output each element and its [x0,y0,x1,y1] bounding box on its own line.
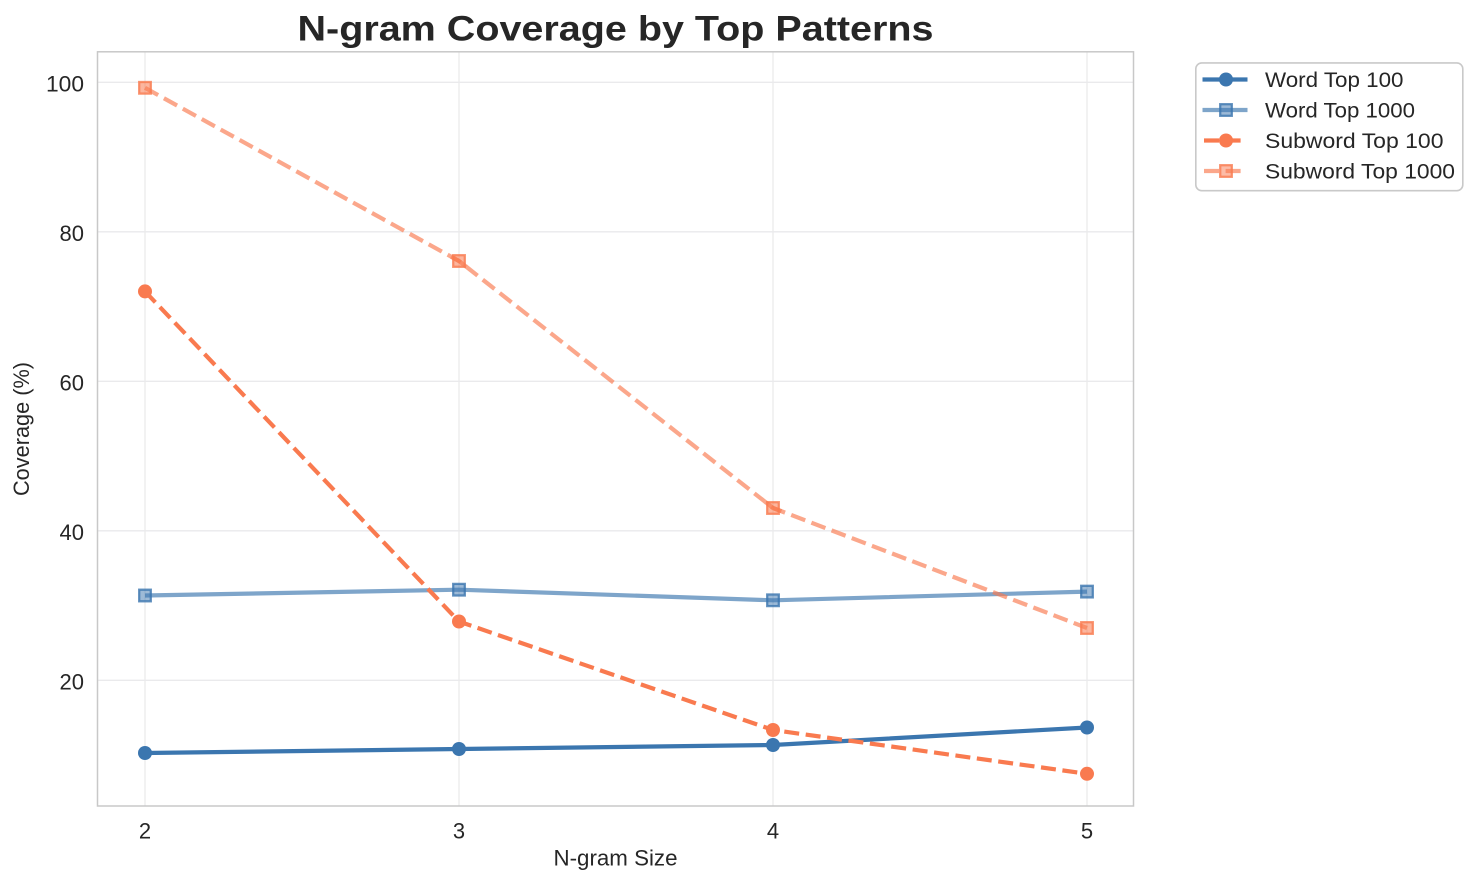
svg-text:5: 5 [1081,819,1093,844]
svg-text:40: 40 [60,520,84,545]
svg-text:N-gram Size: N-gram Size [554,846,678,871]
svg-text:60: 60 [60,370,84,395]
svg-text:N-gram Coverage by Top Pattern: N-gram Coverage by Top Patterns [298,10,934,49]
svg-text:Subword Top 100: Subword Top 100 [1265,130,1444,153]
svg-text:Word Top 100: Word Top 100 [1265,69,1404,92]
svg-text:Subword Top 1000: Subword Top 1000 [1265,161,1455,184]
svg-text:Coverage (%): Coverage (%) [9,362,34,496]
svg-text:100: 100 [46,71,84,96]
svg-text:Word Top 1000: Word Top 1000 [1265,100,1415,123]
svg-text:4: 4 [767,819,779,844]
svg-text:3: 3 [453,819,465,844]
svg-text:20: 20 [60,669,84,694]
svg-text:80: 80 [60,221,84,246]
svg-text:2: 2 [139,819,151,844]
